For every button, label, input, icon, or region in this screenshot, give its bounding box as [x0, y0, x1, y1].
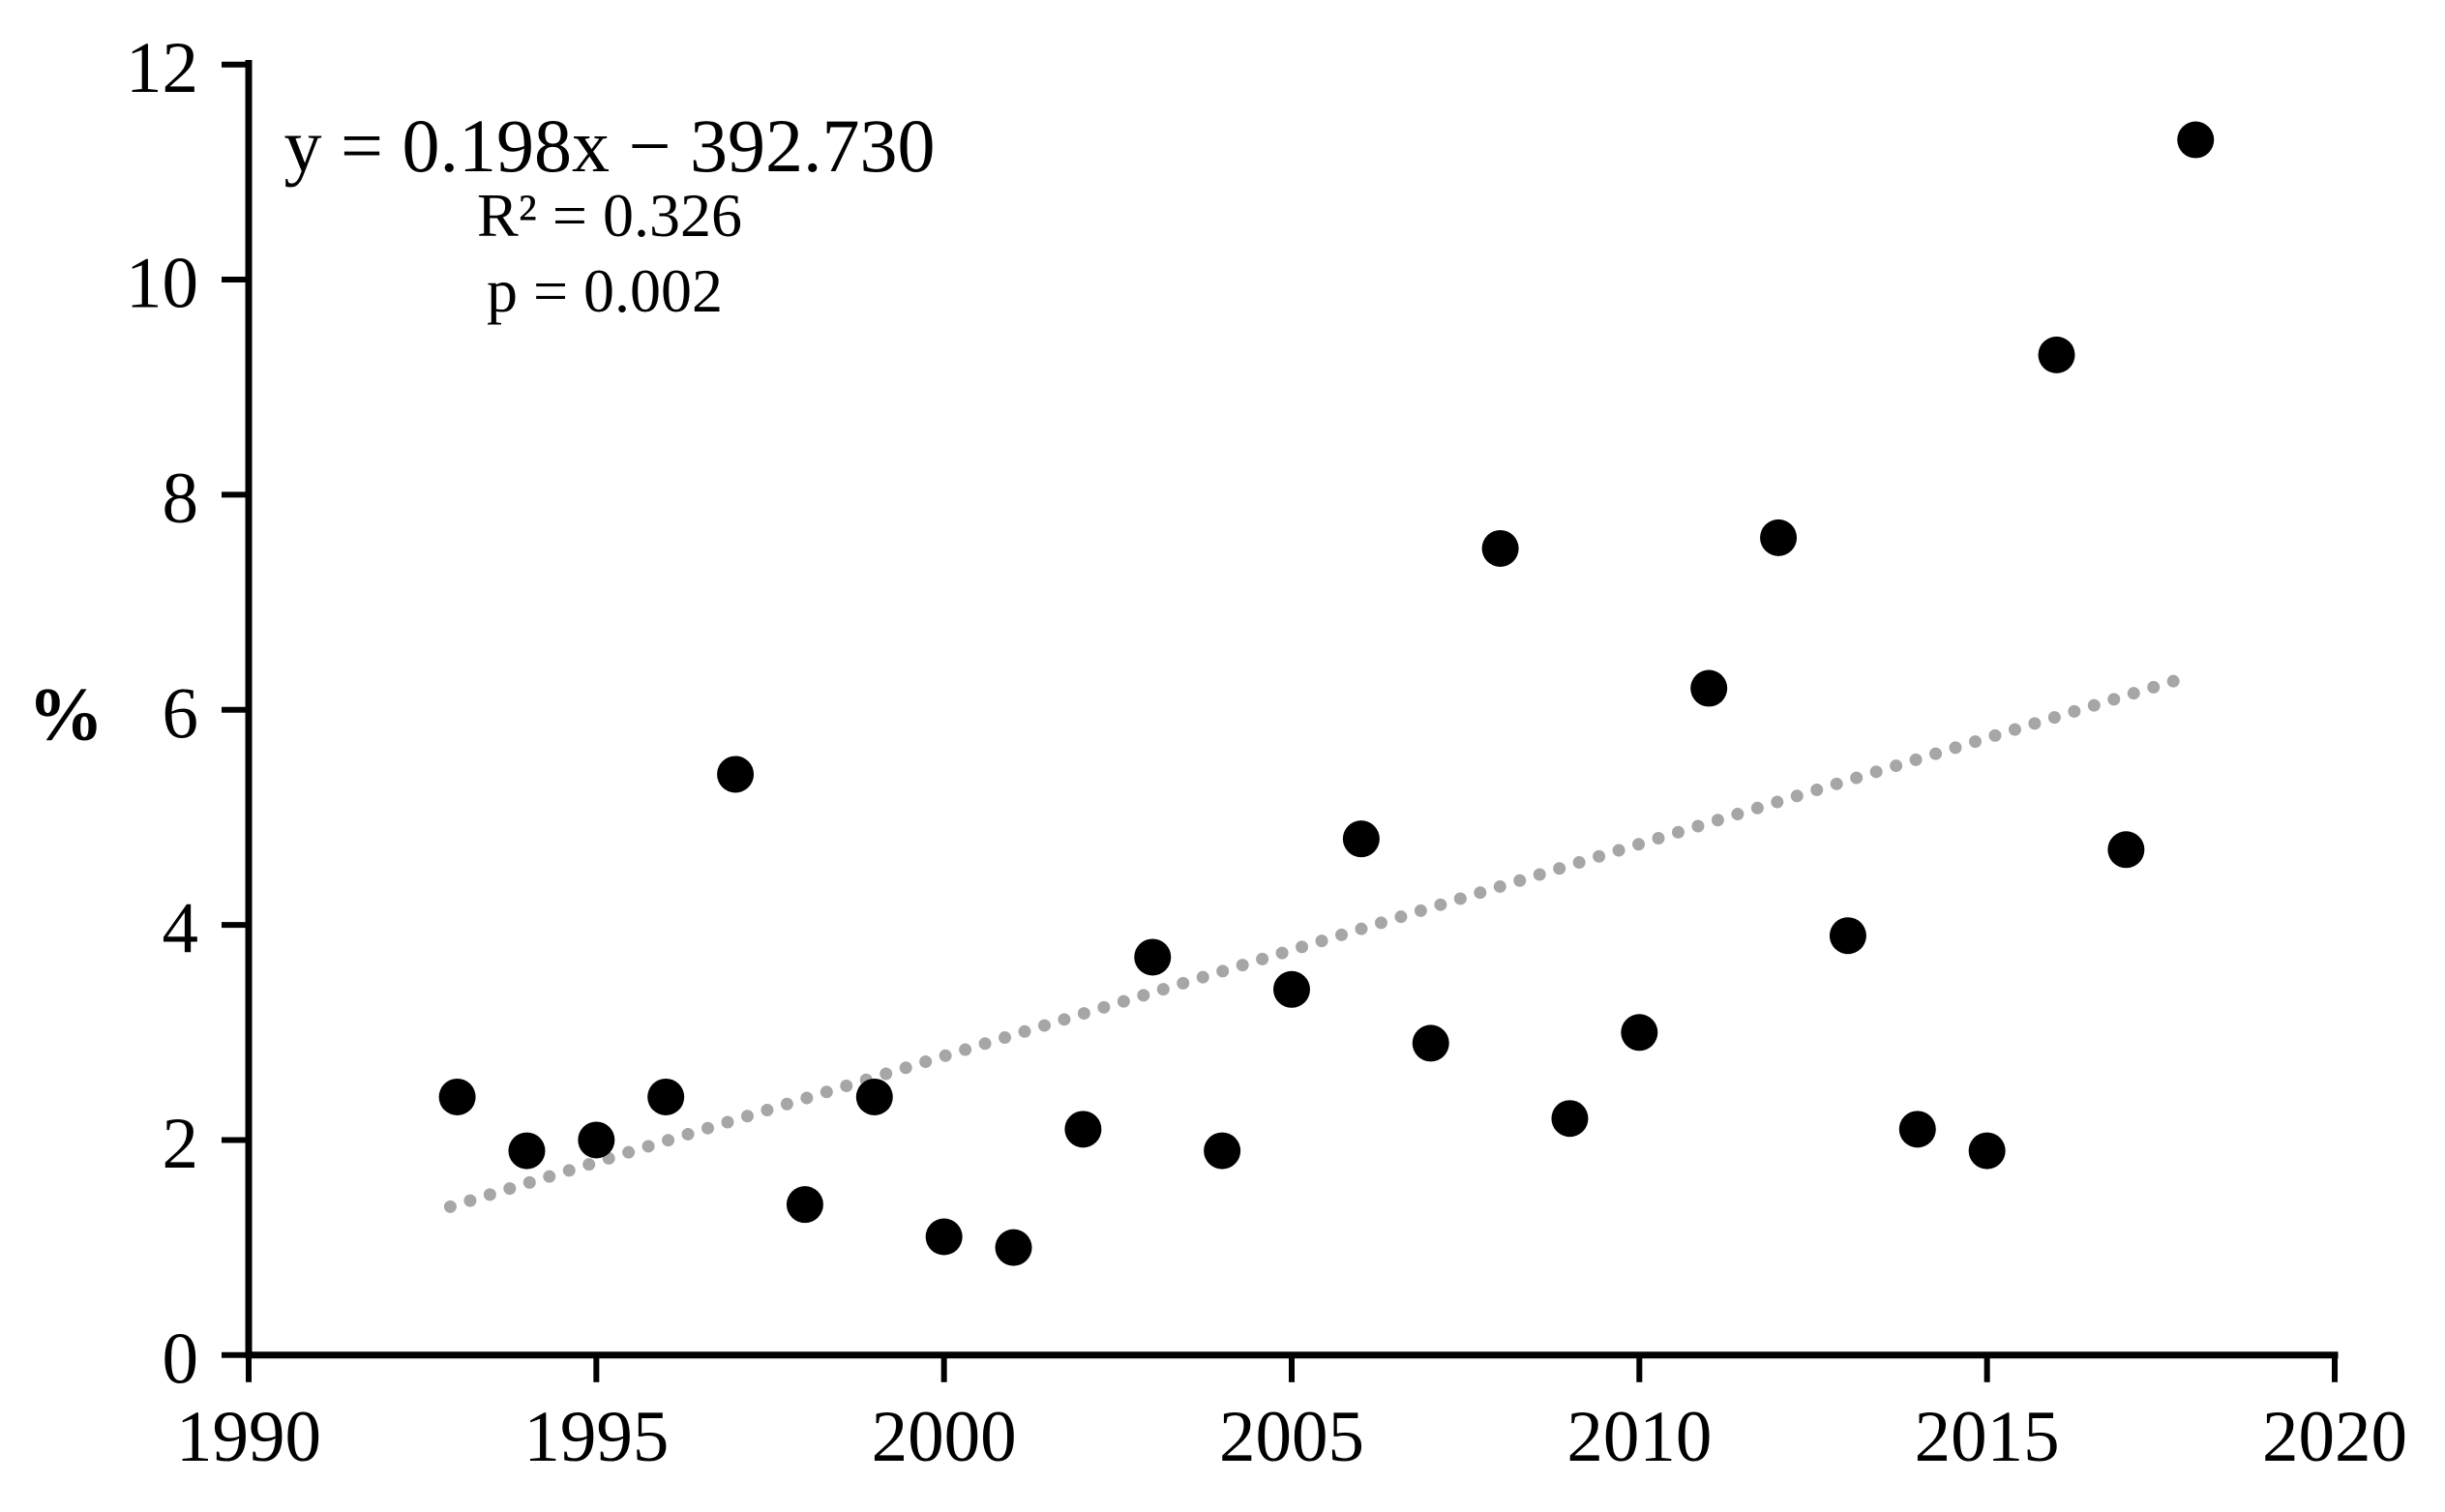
x-tick-label: 2010 — [1566, 1397, 1712, 1477]
y-tick-label: 2 — [163, 1104, 199, 1184]
data-point — [438, 1078, 476, 1115]
data-point — [2038, 336, 2075, 373]
data-point — [995, 1229, 1032, 1266]
x-tick-label: 1990 — [176, 1397, 321, 1477]
data-point — [1829, 917, 1866, 955]
y-tick-label: 8 — [163, 459, 199, 539]
r-squared-label: R² = 0.326 — [477, 181, 742, 250]
data-point — [925, 1218, 963, 1256]
y-tick-label: 4 — [163, 889, 199, 969]
data-point — [1551, 1100, 1589, 1138]
data-point — [1204, 1132, 1241, 1170]
trendline — [443, 673, 2185, 1213]
data-point — [1898, 1111, 1936, 1148]
data-point — [1621, 1014, 1658, 1052]
data-point — [717, 756, 755, 793]
data-point — [1273, 970, 1310, 1008]
data-point — [1968, 1132, 2006, 1170]
p-value-label: p = 0.002 — [487, 256, 723, 325]
y-tick-label: 6 — [163, 673, 199, 754]
data-point — [1481, 529, 1519, 567]
y-axis-title: % — [28, 672, 104, 756]
y-tick-label: 12 — [126, 28, 198, 108]
data-point — [508, 1132, 546, 1170]
data-point — [2177, 121, 2215, 159]
data-point — [1690, 669, 1728, 707]
x-tick-label: 2005 — [1219, 1397, 1364, 1477]
data-point — [1342, 820, 1380, 858]
x-tick-label: 2020 — [2262, 1397, 2407, 1477]
data-point — [2107, 831, 2145, 869]
data-point — [855, 1078, 893, 1115]
data-point — [1760, 519, 1798, 556]
y-tick-label: 10 — [126, 244, 198, 324]
x-tick-label: 2000 — [872, 1397, 1017, 1477]
data-point — [786, 1186, 823, 1224]
data-point — [647, 1078, 685, 1115]
y-tick-label: 0 — [163, 1319, 199, 1399]
data-point — [578, 1121, 615, 1159]
x-tick-label: 1995 — [523, 1397, 669, 1477]
data-point — [1134, 938, 1172, 976]
data-point — [1064, 1111, 1102, 1148]
data-point — [1412, 1024, 1449, 1062]
x-tick-label: 2015 — [1915, 1397, 2060, 1477]
regression-equation: y = 0.198x − 392.730 — [284, 104, 936, 188]
